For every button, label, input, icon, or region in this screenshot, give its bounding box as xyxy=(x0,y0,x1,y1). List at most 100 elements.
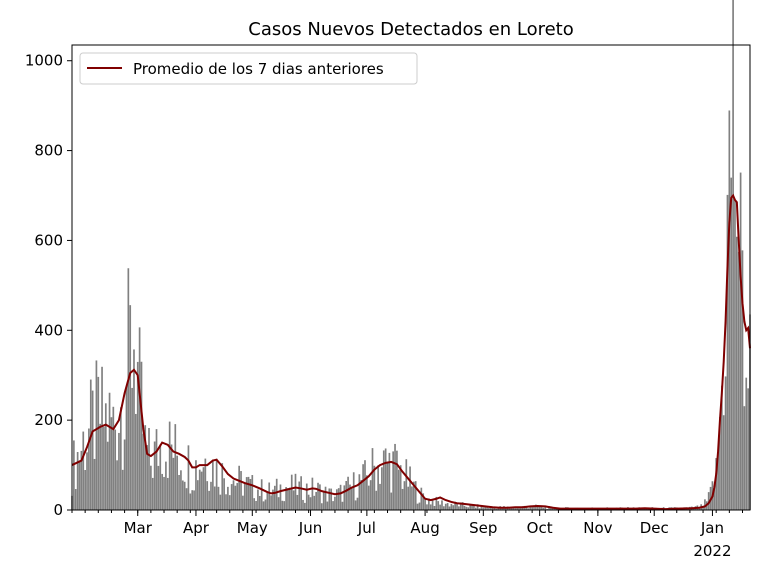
bar xyxy=(106,441,109,510)
bar xyxy=(135,413,137,510)
bar xyxy=(514,508,517,510)
bar xyxy=(311,477,314,510)
bar xyxy=(501,507,503,510)
bar xyxy=(367,485,370,510)
bar xyxy=(469,504,472,510)
bar xyxy=(93,458,96,510)
bar xyxy=(411,486,413,510)
bar xyxy=(89,379,92,510)
bar xyxy=(185,488,188,510)
y-axis: 0 200 400 600 800 1000 xyxy=(25,52,72,519)
bar xyxy=(516,507,518,510)
x-tick-sublabel: 2022 xyxy=(693,542,731,560)
bar xyxy=(116,460,118,510)
bar xyxy=(437,501,440,510)
bar xyxy=(195,460,197,510)
bar xyxy=(531,507,533,510)
bar xyxy=(213,486,216,510)
bar xyxy=(320,503,323,510)
bar xyxy=(476,504,479,510)
bar xyxy=(104,403,107,510)
bar xyxy=(273,485,276,510)
bar xyxy=(287,488,289,510)
bar xyxy=(292,490,295,510)
y-tick-label: 0 xyxy=(53,501,63,519)
bar xyxy=(136,361,139,510)
bar xyxy=(103,426,105,510)
bar xyxy=(431,500,434,510)
bar xyxy=(232,480,235,510)
bar xyxy=(264,499,267,510)
x-tick-label: Nov xyxy=(583,519,612,537)
bar xyxy=(717,450,719,510)
bar xyxy=(486,506,488,510)
bar xyxy=(354,500,357,510)
bar xyxy=(91,390,94,510)
bar xyxy=(535,504,537,510)
bar xyxy=(84,470,86,510)
bar xyxy=(536,506,539,510)
bar xyxy=(121,469,124,510)
bar xyxy=(424,499,426,510)
bar xyxy=(540,505,543,510)
bar xyxy=(268,482,271,510)
bar xyxy=(157,465,160,510)
x-tick-label: Jul xyxy=(357,519,376,537)
bar xyxy=(732,0,734,510)
bar xyxy=(401,488,404,510)
x-tick-label: Mar xyxy=(124,519,153,537)
bar xyxy=(399,465,402,510)
y-tick-label: 800 xyxy=(34,142,63,160)
bar xyxy=(142,433,145,510)
x-tick-label: Dec xyxy=(640,519,669,537)
bar xyxy=(281,500,284,510)
bar xyxy=(131,387,133,510)
bar xyxy=(366,475,368,510)
bar xyxy=(390,492,393,510)
bar xyxy=(307,494,310,510)
bar xyxy=(747,388,749,510)
bar xyxy=(140,361,143,510)
bar xyxy=(328,488,331,510)
bar xyxy=(388,452,391,510)
bar xyxy=(345,481,348,510)
bar xyxy=(155,429,158,510)
bar xyxy=(448,506,451,510)
bar xyxy=(488,507,490,510)
bar xyxy=(375,490,378,510)
bar xyxy=(219,494,222,510)
bar xyxy=(358,474,361,510)
bar xyxy=(242,495,244,510)
bar xyxy=(497,507,500,510)
bars-group xyxy=(71,0,751,511)
bar xyxy=(326,501,329,510)
bar xyxy=(713,488,716,510)
bar xyxy=(349,484,351,510)
y-tick-label: 1000 xyxy=(25,52,63,70)
bar xyxy=(510,507,513,510)
bar xyxy=(553,508,556,510)
bar xyxy=(384,448,387,510)
bar xyxy=(187,445,190,510)
bar xyxy=(300,476,302,510)
bar xyxy=(101,366,103,510)
bar xyxy=(341,501,344,510)
bar xyxy=(146,445,148,510)
bar xyxy=(74,489,77,510)
y-tick-label: 200 xyxy=(34,411,63,429)
bar xyxy=(444,503,447,510)
bar xyxy=(403,481,406,510)
bar xyxy=(253,498,256,510)
bar xyxy=(189,493,192,510)
bar xyxy=(174,424,177,510)
bar xyxy=(379,483,381,510)
bar xyxy=(204,458,207,510)
moving-average-line xyxy=(71,193,751,511)
bar xyxy=(465,506,468,510)
bar xyxy=(127,268,130,510)
bar xyxy=(159,444,162,510)
y-tick-label: 400 xyxy=(34,321,63,339)
bar xyxy=(217,486,220,510)
bar xyxy=(80,450,83,510)
chart-title: Casos Nuevos Detectados en Loreto xyxy=(248,19,573,40)
